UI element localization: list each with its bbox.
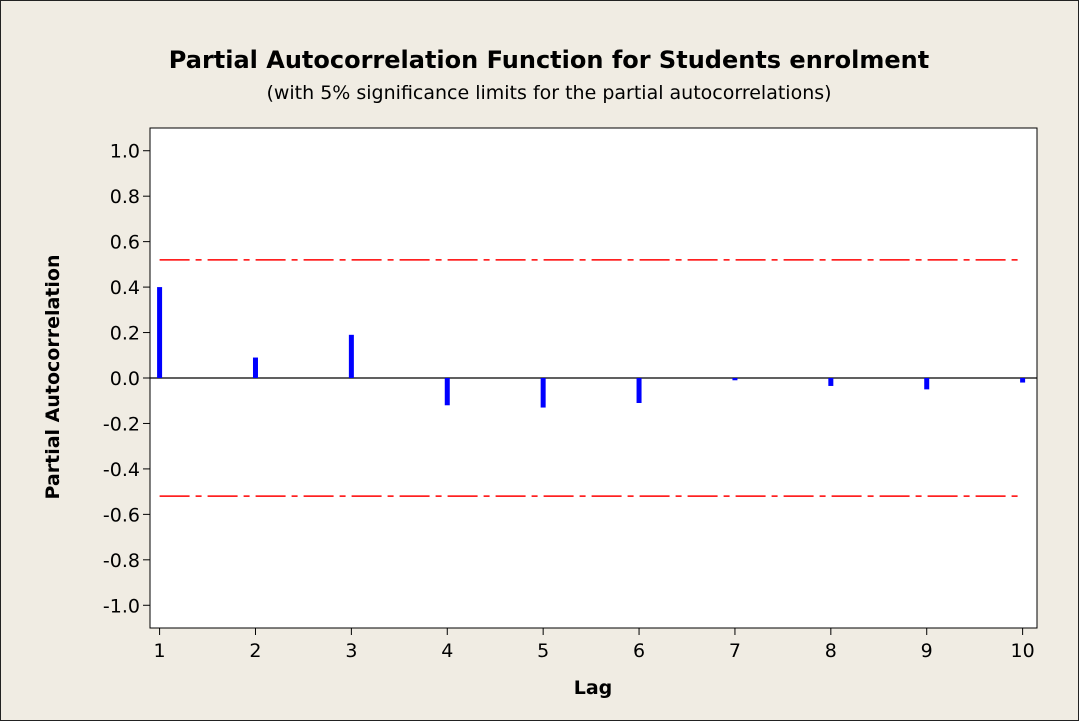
x-tick-label: 1	[154, 640, 166, 662]
x-axis-ticks: 1 2 3 4 5 6 7 8 9 10	[154, 628, 1035, 662]
pacf-bar-lag-4	[444, 378, 450, 406]
chart-subtitle: (with 5% significance limits for the par…	[266, 82, 831, 104]
y-axis-ticks: 1.0 0.8 0.6 0.4 0.2 0.0 -0.2 -0.4 -0.6 -0.8 -1.0	[103, 141, 150, 617]
x-tick-label: 10	[1011, 640, 1035, 662]
x-axis-title: Lag	[574, 677, 613, 699]
y-tick-label: -1.0	[103, 595, 140, 617]
pacf-bar-lag-8	[828, 378, 834, 386]
pacf-bar-lag-6	[636, 378, 642, 403]
x-tick-label: 9	[921, 640, 933, 662]
y-tick-label: -0.2	[103, 413, 140, 435]
x-tick-label: 5	[537, 640, 549, 662]
pacf-bar-lag-7	[732, 378, 738, 381]
chart-title: Partial Autocorrelation Function for Stu…	[169, 46, 929, 74]
y-tick-label: -0.6	[103, 504, 140, 526]
x-tick-label: 8	[825, 640, 837, 662]
x-tick-label: 4	[441, 640, 453, 662]
x-tick-label: 2	[249, 640, 261, 662]
y-tick-label: 1.0	[110, 141, 140, 163]
pacf-bar-lag-1	[157, 287, 163, 378]
y-tick-label: 0.8	[110, 186, 140, 208]
x-tick-label: 7	[729, 640, 741, 662]
y-tick-label: 0.2	[110, 323, 140, 345]
pacf-bar-lag-5	[540, 378, 546, 408]
pacf-bar-lag-3	[348, 334, 354, 378]
pacf-bar-lag-9	[924, 378, 930, 390]
y-tick-label: 0.6	[110, 232, 140, 254]
pacf-bar-lag-10	[1020, 378, 1026, 383]
pacf-bars	[157, 287, 1026, 408]
y-tick-label: -0.8	[103, 550, 140, 572]
x-tick-label: 3	[345, 640, 357, 662]
y-axis-title: Partial Autocorrelation	[42, 255, 64, 500]
y-tick-label: -0.4	[103, 459, 140, 481]
y-tick-label: 0.4	[110, 277, 140, 299]
pacf-bar-lag-2	[252, 357, 258, 378]
y-tick-label: 0.0	[110, 368, 140, 390]
x-tick-label: 6	[633, 640, 645, 662]
